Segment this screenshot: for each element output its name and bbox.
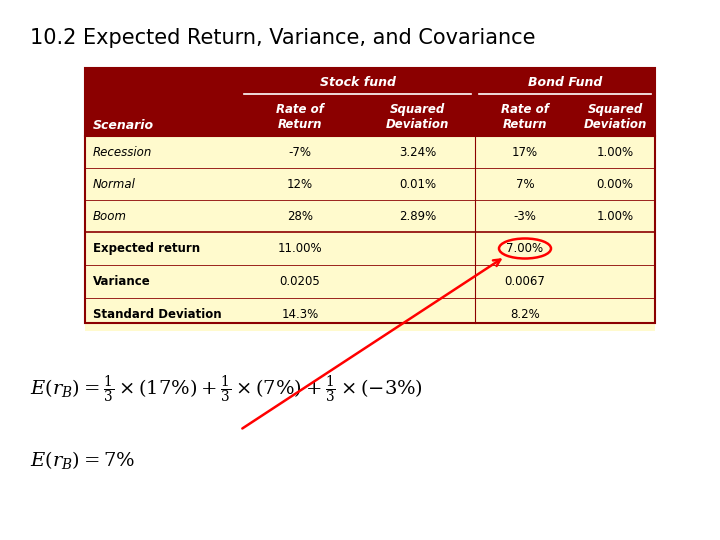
Text: 14.3%: 14.3% — [282, 308, 319, 321]
Text: 10.2 Expected Return, Variance, and Covariance: 10.2 Expected Return, Variance, and Cova… — [30, 28, 536, 48]
Text: Variance: Variance — [93, 275, 150, 288]
Text: Stock fund: Stock fund — [320, 77, 395, 90]
Text: 17%: 17% — [512, 145, 538, 159]
Text: 0.0205: 0.0205 — [279, 275, 320, 288]
Text: 28%: 28% — [287, 210, 313, 222]
Text: 8.2%: 8.2% — [510, 308, 540, 321]
Text: 7.00%: 7.00% — [506, 242, 544, 255]
Bar — [85, 200, 655, 232]
Text: 3.24%: 3.24% — [399, 145, 436, 159]
FancyArrowPatch shape — [243, 260, 500, 428]
Text: 12%: 12% — [287, 178, 313, 191]
Text: -7%: -7% — [289, 145, 312, 159]
Text: 2.89%: 2.89% — [399, 210, 436, 222]
Bar — [85, 136, 655, 168]
Bar — [85, 265, 655, 298]
Text: 1.00%: 1.00% — [596, 145, 634, 159]
Bar — [85, 98, 655, 136]
Bar — [85, 298, 655, 331]
Text: Boom: Boom — [93, 210, 127, 222]
Text: 0.0067: 0.0067 — [505, 275, 546, 288]
Text: 11.00%: 11.00% — [278, 242, 323, 255]
Bar — [85, 68, 655, 98]
Text: $E(r_B) = 7\%$: $E(r_B) = 7\%$ — [30, 449, 135, 471]
Text: 1.00%: 1.00% — [596, 210, 634, 222]
Text: Bond Fund: Bond Fund — [528, 77, 602, 90]
Text: 0.00%: 0.00% — [596, 178, 634, 191]
Text: Recession: Recession — [93, 145, 153, 159]
Text: Rate of
Return: Rate of Return — [276, 103, 324, 131]
Bar — [85, 168, 655, 200]
Text: Squared
Deviation: Squared Deviation — [386, 103, 449, 131]
Text: Standard Deviation: Standard Deviation — [93, 308, 222, 321]
Text: Normal: Normal — [93, 178, 136, 191]
Text: Rate of
Return: Rate of Return — [501, 103, 549, 131]
Text: Expected return: Expected return — [93, 242, 200, 255]
Bar — [85, 232, 655, 265]
Text: Squared
Deviation: Squared Deviation — [583, 103, 647, 131]
Text: 0.01%: 0.01% — [399, 178, 436, 191]
Text: $E(r_B) = \frac{1}{3}\times(17\%) + \frac{1}{3}\times(7\%) + \frac{1}{3}\times(-: $E(r_B) = \frac{1}{3}\times(17\%) + \fra… — [30, 374, 423, 406]
Text: 7%: 7% — [516, 178, 534, 191]
Bar — [85, 68, 655, 323]
Text: Scenario: Scenario — [93, 119, 154, 132]
Text: -3%: -3% — [513, 210, 536, 222]
